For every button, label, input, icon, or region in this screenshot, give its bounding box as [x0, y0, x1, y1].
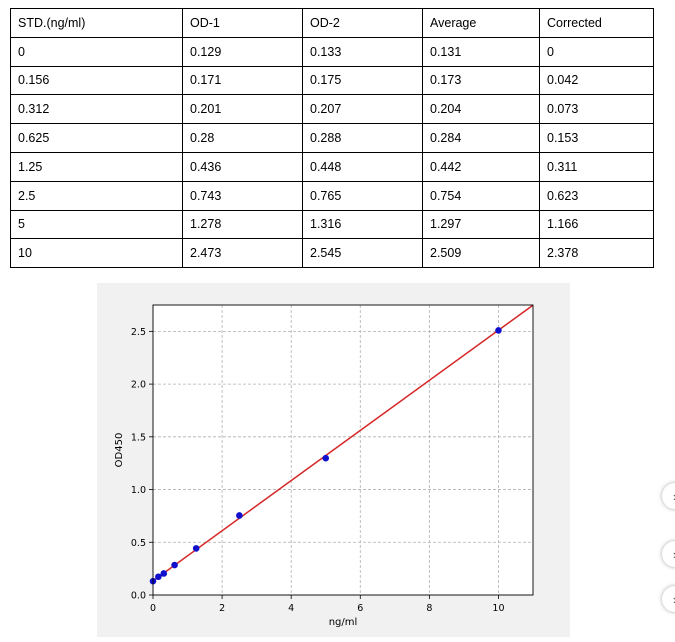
cell-od2: 0.175	[302, 65, 423, 96]
cell-corrected: 0.623	[539, 180, 654, 211]
x-axis-label: ng/ml	[329, 617, 358, 628]
cell-std: 10	[10, 238, 183, 269]
cell-average: 1.297	[422, 209, 540, 240]
cell-average: 0.754	[422, 180, 540, 211]
data-point	[160, 570, 168, 577]
cell-od1: 0.171	[182, 65, 303, 96]
table-row: 10 2.473 2.545 2.509 2.378	[10, 238, 654, 269]
standard-curve-table: STD.(ng/ml) OD-1 OD-2 Average Corrected …	[10, 8, 654, 269]
cell-od2: 1.316	[302, 209, 423, 240]
cell-average: 0.442	[422, 151, 540, 182]
chevron-icon: ›	[673, 592, 675, 607]
plot-frame	[152, 304, 534, 596]
header-average: Average	[422, 8, 540, 38]
data-point	[322, 454, 330, 462]
cell-std: 1.25	[10, 151, 183, 182]
data-point	[236, 512, 243, 519]
cell-average: 0.131	[422, 36, 540, 67]
cell-corrected: 0.073	[539, 94, 654, 125]
fit-line	[153, 305, 533, 582]
cell-average: 2.509	[422, 238, 540, 269]
table-row: 0 0.129 0.133 0.131 0	[10, 36, 654, 67]
cell-od2: 2.545	[302, 238, 423, 269]
cell-od1: 0.28	[182, 123, 303, 153]
table-row: 0.312 0.201 0.207 0.204 0.073	[10, 94, 654, 125]
cell-std: 0.156	[10, 65, 183, 96]
header-corrected: Corrected	[539, 8, 654, 38]
chart-canvas: 0 2 4 6 8 10 0.0 0.5 1.0 1.5 2.0 2.5 ng/ml OD450	[114, 304, 534, 628]
cell-corrected: 0.311	[539, 151, 654, 182]
side-scroll-button-3[interactable]: ›	[662, 586, 675, 612]
chevron-icon: ›	[673, 489, 675, 504]
cell-od1: 0.436	[182, 151, 303, 182]
cell-std: 5	[10, 209, 183, 240]
cell-od1: 0.743	[182, 180, 303, 211]
cell-od1: 1.278	[182, 209, 303, 240]
cell-corrected: 1.166	[539, 209, 654, 240]
plot-area	[153, 305, 533, 595]
table-row: 1.25 0.436 0.448 0.442 0.311	[10, 151, 654, 182]
cell-average: 0.284	[422, 123, 540, 153]
cell-average: 0.173	[422, 65, 540, 96]
table-header-row: STD.(ng/ml) OD-1 OD-2 Average Corrected	[10, 8, 654, 38]
header-std: STD.(ng/ml)	[10, 8, 183, 38]
data-point	[495, 327, 502, 334]
cell-std: 2.5	[10, 180, 183, 211]
x-tick-label: 4	[288, 603, 294, 614]
chevron-icon: ›	[673, 547, 675, 562]
header-od1: OD-1	[182, 8, 303, 38]
cell-corrected: 0.042	[539, 65, 654, 96]
x-tick-label: 0	[150, 603, 156, 614]
y-tick-label: 2.5	[131, 327, 146, 338]
x-tick-label: 10	[492, 603, 504, 614]
cell-corrected: 2.378	[539, 238, 654, 269]
table-row: 2.5 0.743 0.765 0.754 0.623	[10, 180, 654, 211]
data-point	[171, 561, 178, 569]
header-od2: OD-2	[302, 8, 423, 38]
cell-od2: 0.288	[302, 123, 423, 153]
y-tick-label: 1.0	[131, 485, 146, 496]
cell-od2: 0.207	[302, 94, 423, 125]
table-row: 0.625 0.28 0.288 0.284 0.153	[10, 123, 654, 153]
y-tick-label: 2.0	[131, 380, 146, 391]
cell-average: 0.204	[422, 94, 540, 125]
x-tick-label: 8	[426, 603, 432, 614]
cell-od2: 0.765	[302, 180, 423, 211]
cell-od2: 0.133	[302, 36, 423, 67]
cell-corrected: 0	[539, 36, 654, 67]
x-tick-label: 2	[219, 603, 225, 614]
cell-od2: 0.448	[302, 151, 423, 182]
standard-curve-chart: 0 2 4 6 8 10 0.0 0.5 1.0 1.5 2.0 2.5 ng/ml OD450	[97, 283, 570, 637]
data-point	[192, 545, 200, 552]
side-scroll-button-2[interactable]: ›	[662, 541, 675, 567]
cell-std: 0.312	[10, 94, 183, 125]
side-scroll-button-1[interactable]: ›	[662, 483, 675, 509]
cell-od1: 0.129	[182, 36, 303, 67]
cell-corrected: 0.153	[539, 123, 654, 153]
table-row: 5 1.278 1.316 1.297 1.166	[10, 209, 654, 240]
cell-od1: 2.473	[182, 238, 303, 269]
cell-std: 0	[10, 36, 183, 67]
cell-std: 0.625	[10, 123, 183, 153]
y-axis-label: OD450	[114, 433, 125, 468]
y-tick-label: 1.5	[131, 432, 146, 443]
data-point	[155, 573, 162, 581]
y-tick-label: 0.5	[131, 538, 146, 549]
x-tick-label: 6	[357, 603, 363, 614]
y-tick-label: 0.0	[131, 591, 146, 602]
table-row: 0.156 0.171 0.175 0.173 0.042	[10, 65, 654, 96]
cell-od1: 0.201	[182, 94, 303, 125]
